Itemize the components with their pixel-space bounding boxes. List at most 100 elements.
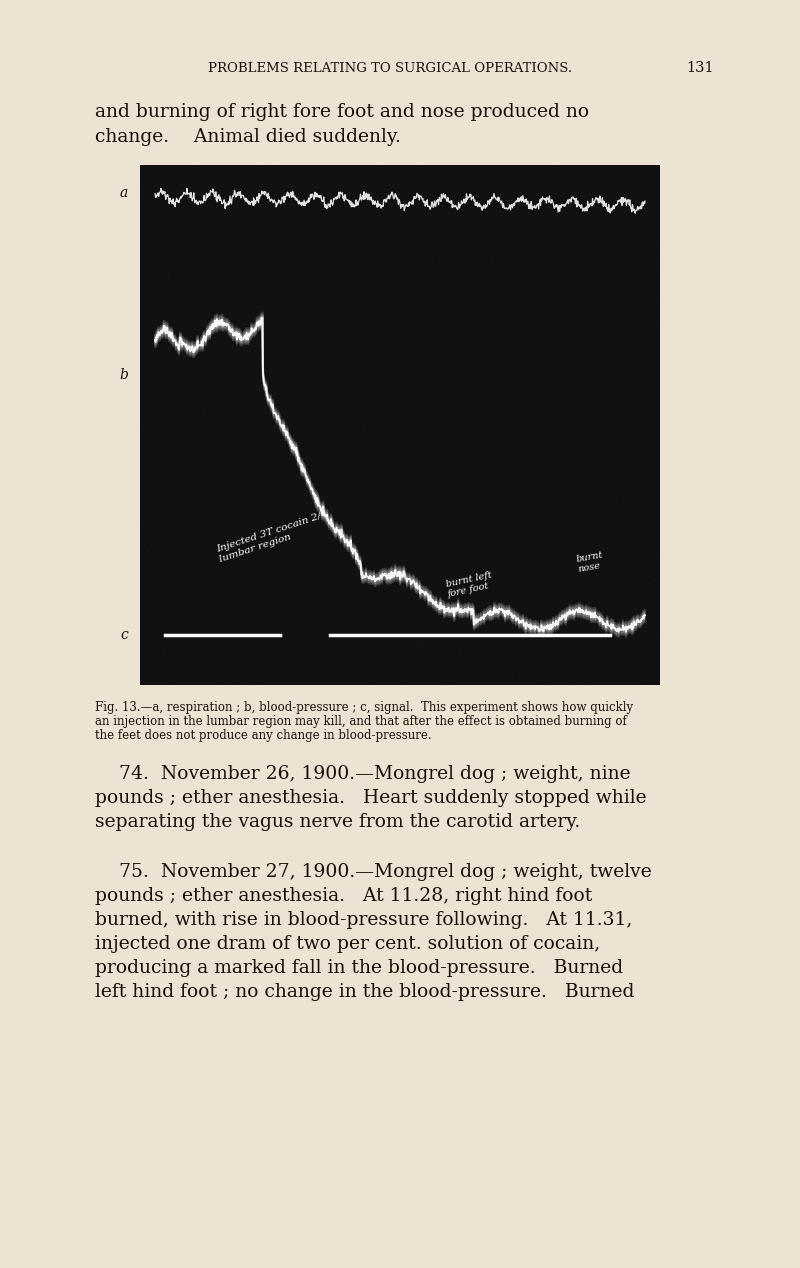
Point: [573, 270, 586, 290]
Point: [282, 178, 295, 198]
Point: [288, 604, 301, 624]
Point: [486, 415, 498, 435]
Point: [305, 610, 318, 630]
Point: [170, 624, 182, 644]
Point: [242, 175, 255, 195]
Point: [370, 382, 382, 402]
Point: [561, 652, 574, 672]
Point: [227, 483, 240, 503]
Point: [324, 361, 337, 382]
Point: [388, 516, 401, 536]
Point: [425, 453, 438, 473]
Point: [422, 543, 434, 563]
Point: [600, 633, 613, 653]
Point: [326, 534, 339, 554]
Point: [586, 464, 599, 484]
Point: [390, 462, 402, 482]
Point: [392, 396, 405, 416]
Point: [488, 502, 501, 522]
Point: [570, 436, 583, 456]
Point: [470, 502, 483, 522]
Point: [563, 354, 576, 374]
Point: [567, 404, 580, 425]
Point: [629, 514, 642, 534]
Point: [234, 398, 247, 418]
Point: [314, 531, 327, 552]
Point: [154, 341, 166, 361]
Point: [198, 440, 210, 460]
Point: [643, 161, 656, 181]
Point: [598, 402, 610, 422]
Point: [646, 375, 658, 396]
Point: [648, 629, 661, 649]
Point: [170, 484, 183, 505]
Point: [445, 493, 458, 514]
Point: [548, 339, 561, 359]
Point: [467, 555, 480, 576]
Point: [530, 456, 542, 477]
Point: [402, 279, 415, 299]
Point: [371, 647, 384, 667]
Point: [635, 563, 648, 583]
Point: [392, 667, 405, 687]
Point: [168, 200, 181, 221]
Point: [358, 650, 370, 671]
Point: [338, 463, 350, 483]
Point: [594, 228, 607, 249]
Point: [414, 366, 426, 387]
Point: [498, 501, 510, 521]
Point: [316, 261, 329, 281]
Point: [231, 339, 244, 359]
Point: [188, 640, 201, 661]
Point: [225, 607, 238, 628]
Text: PROBLEMS RELATING TO SURGICAL OPERATIONS.: PROBLEMS RELATING TO SURGICAL OPERATIONS…: [208, 62, 572, 75]
Point: [341, 638, 354, 658]
Point: [442, 218, 455, 238]
Point: [634, 501, 646, 521]
Point: [347, 483, 360, 503]
Point: [314, 637, 327, 657]
Point: [627, 530, 640, 550]
Point: [442, 659, 454, 680]
Point: [427, 465, 440, 486]
Point: [488, 295, 501, 316]
Point: [253, 157, 266, 178]
Point: [444, 434, 457, 454]
Point: [293, 230, 306, 250]
Point: [491, 391, 504, 411]
Point: [351, 219, 364, 240]
Point: [216, 431, 229, 451]
Point: [404, 450, 417, 470]
Point: [575, 462, 588, 482]
Point: [591, 600, 604, 620]
Point: [554, 535, 566, 555]
Point: [363, 257, 376, 278]
Point: [528, 432, 541, 453]
Point: [474, 592, 487, 612]
Point: [521, 638, 534, 658]
Point: [370, 326, 383, 346]
Point: [602, 507, 615, 527]
Point: [320, 503, 333, 524]
Point: [457, 340, 470, 360]
Point: [302, 250, 314, 270]
Point: [618, 496, 630, 516]
Point: [285, 564, 298, 585]
Point: [142, 458, 155, 478]
Point: [581, 218, 594, 238]
Point: [171, 437, 184, 458]
Point: [157, 643, 170, 663]
Point: [526, 462, 538, 482]
Point: [142, 385, 154, 406]
Point: [418, 501, 430, 521]
Point: [437, 374, 450, 394]
Point: [284, 600, 297, 620]
Point: [339, 199, 352, 219]
Point: [550, 607, 562, 628]
Point: [610, 302, 623, 322]
Point: [598, 195, 610, 216]
Point: [418, 576, 430, 596]
Point: [400, 577, 413, 597]
Point: [365, 618, 378, 638]
Point: [330, 256, 342, 276]
